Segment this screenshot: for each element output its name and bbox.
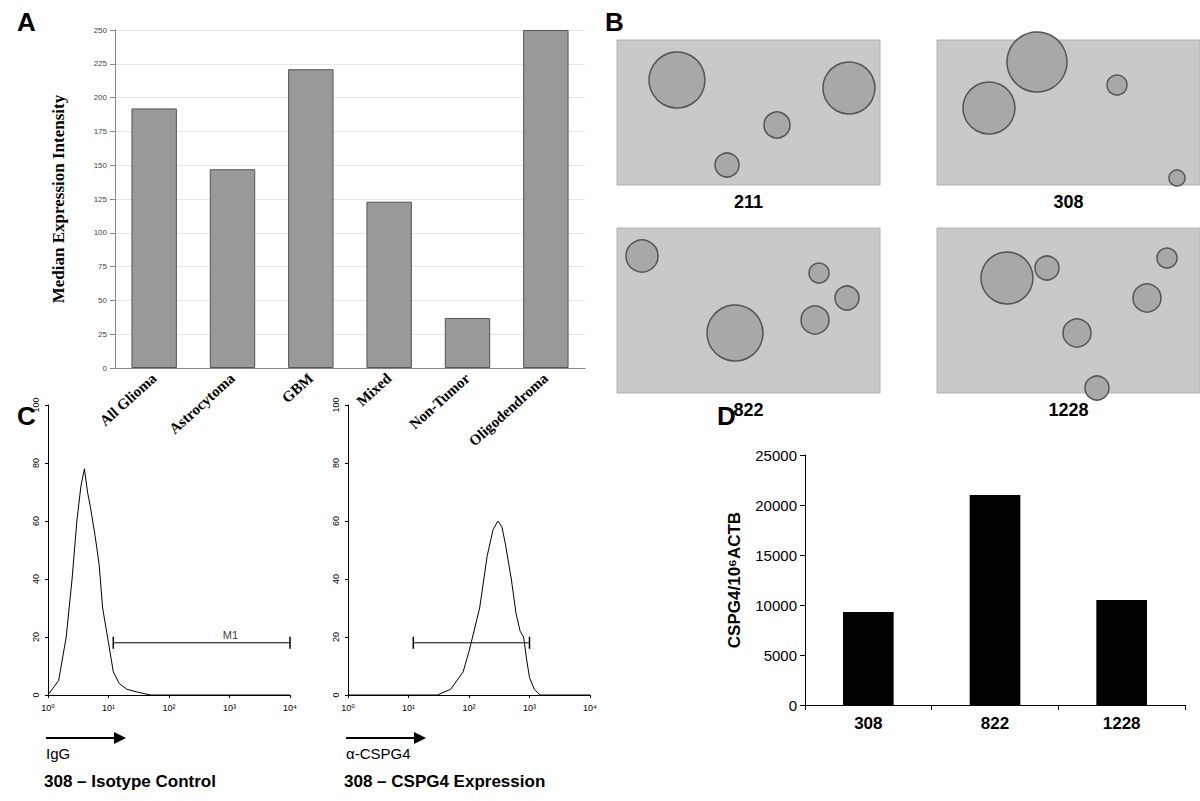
svg-text:B: B [605,7,624,37]
svg-text:60: 60 [31,516,41,526]
svg-text:20: 20 [31,632,41,642]
svg-text:α-CSPG4: α-CSPG4 [346,745,411,762]
svg-text:20000: 20000 [755,497,797,514]
svg-text:10³: 10³ [523,703,536,713]
svg-text:75: 75 [98,262,107,271]
svg-text:10000: 10000 [755,597,797,614]
svg-text:CSPG4/10⁶ACTB: CSPG4/10⁶ACTB [725,512,744,648]
svg-text:250: 250 [94,26,108,35]
svg-text:80: 80 [31,458,41,468]
svg-text:10²: 10² [462,703,475,713]
svg-text:175: 175 [94,127,108,136]
svg-text:Astrocytoma: Astrocytoma [166,370,238,437]
svg-text:100: 100 [94,228,108,237]
svg-text:10²: 10² [162,703,175,713]
svg-text:All Glioma: All Glioma [97,370,160,429]
svg-text:40: 40 [31,574,41,584]
svg-text:IgG: IgG [46,745,70,762]
svg-text:10⁰: 10⁰ [41,703,55,713]
svg-text:40: 40 [331,574,341,584]
svg-text:Mixed: Mixed [353,370,395,410]
svg-text:822: 822 [981,714,1009,733]
svg-text:308: 308 [854,714,882,733]
svg-text:10¹: 10¹ [102,703,115,713]
svg-text:80: 80 [331,458,341,468]
svg-text:GBM: GBM [279,370,316,406]
svg-text:A: A [17,7,36,37]
svg-text:0: 0 [789,697,797,714]
svg-text:308 – Isotype Control: 308 – Isotype Control [44,772,216,791]
svg-text:10⁴: 10⁴ [283,703,297,713]
svg-text:308 – CSPG4 Expression: 308 – CSPG4 Expression [344,772,545,791]
svg-text:25: 25 [98,330,107,339]
svg-text:150: 150 [94,161,108,170]
svg-text:308: 308 [1053,192,1083,212]
svg-text:60: 60 [331,516,341,526]
svg-text:0: 0 [103,364,108,373]
svg-text:D: D [717,401,736,431]
svg-text:125: 125 [94,195,108,204]
svg-text:5000: 5000 [764,647,797,664]
svg-text:50: 50 [98,296,107,305]
svg-text:10³: 10³ [223,703,236,713]
svg-text:Non-Tumor: Non-Tumor [406,370,473,432]
svg-text:0: 0 [331,692,341,697]
svg-text:M1: M1 [223,629,238,641]
svg-text:10⁰: 10⁰ [341,703,355,713]
svg-text:1228: 1228 [1103,714,1141,733]
svg-text:25000: 25000 [755,447,797,464]
svg-text:211: 211 [734,192,763,212]
svg-text:20: 20 [331,632,341,642]
svg-text:10⁴: 10⁴ [583,703,597,713]
svg-text:822: 822 [733,400,763,420]
svg-text:1228: 1228 [1048,400,1088,420]
svg-text:Median Expression Intensity: Median Expression Intensity [49,94,68,303]
svg-text:C: C [17,401,36,431]
svg-text:10¹: 10¹ [402,703,415,713]
svg-text:225: 225 [94,59,108,68]
svg-text:0: 0 [31,692,41,697]
svg-text:200: 200 [94,93,108,102]
svg-text:Oligodendroma: Oligodendroma [466,370,552,449]
svg-text:15000: 15000 [755,547,797,564]
svg-text:100: 100 [331,397,341,412]
